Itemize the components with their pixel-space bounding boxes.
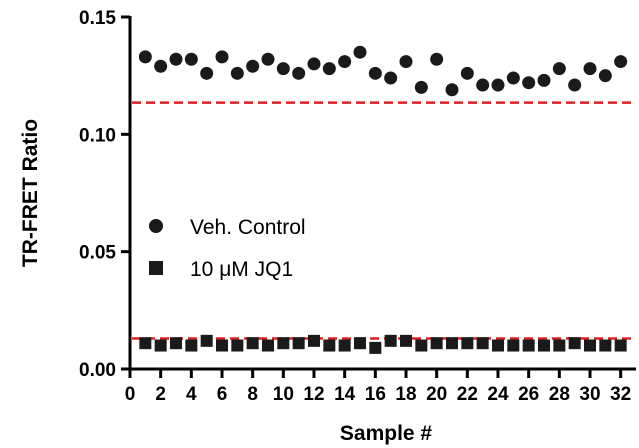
data-point-veh-control	[215, 50, 229, 64]
x-tick-label: 22	[457, 384, 478, 405]
x-tick-label: 26	[518, 384, 539, 405]
data-point-jq1	[170, 337, 182, 350]
data-point-jq1	[584, 339, 596, 352]
data-point-jq1	[461, 337, 474, 350]
data-point-jq1	[292, 337, 305, 350]
data-point-veh-control	[598, 69, 612, 83]
data-point-jq1	[568, 337, 581, 350]
data-point-veh-control	[476, 78, 490, 92]
x-axis-label: Sample #	[340, 422, 433, 445]
data-point-jq1	[507, 339, 520, 352]
y-tick-label: 0.05	[79, 243, 116, 264]
data-point-veh-control	[445, 83, 459, 97]
data-point-veh-control	[460, 66, 474, 80]
data-point-veh-control	[522, 76, 536, 90]
data-point-jq1	[400, 334, 412, 347]
data-point-jq1	[384, 334, 397, 347]
axes	[128, 16, 636, 371]
data-point-jq1	[614, 339, 627, 352]
data-point-jq1	[538, 339, 550, 352]
data-point-veh-control	[292, 66, 306, 80]
y-ticks: 0.00 0.05 0.10 0.15	[79, 8, 130, 381]
x-tick-label: 24	[487, 384, 509, 405]
data-point-veh-control	[614, 55, 628, 69]
data-point-jq1	[354, 337, 366, 350]
legend: Veh. Control 10 μM JQ1	[149, 216, 306, 281]
data-point-jq1	[323, 339, 336, 352]
data-point-veh-control	[368, 66, 382, 80]
data-point-jq1	[553, 339, 566, 352]
reference-lines	[132, 101, 636, 340]
data-point-veh-control	[384, 71, 398, 85]
data-point-veh-control	[230, 66, 244, 80]
x-tick-label: 28	[549, 384, 570, 405]
data-point-veh-control	[430, 52, 444, 66]
data-point-veh-control	[353, 45, 367, 59]
data-point-veh-control	[169, 52, 183, 66]
data-point-jq1	[430, 337, 443, 350]
data-point-jq1	[200, 334, 213, 347]
data-point-veh-control	[200, 66, 214, 80]
data-point-jq1	[369, 341, 382, 354]
data-point-veh-control	[276, 62, 290, 76]
legend-label-jq1: 10 μM JQ1	[190, 258, 293, 281]
x-tick-label: 8	[247, 384, 258, 405]
data-point-veh-control	[322, 62, 336, 76]
x-tick-label: 4	[186, 384, 197, 405]
data-point-jq1	[154, 339, 167, 352]
data-point-jq1	[185, 339, 198, 352]
data-point-jq1	[277, 337, 290, 350]
data-point-jq1	[492, 339, 504, 352]
x-tick-label: 10	[273, 384, 294, 405]
data-point-jq1	[139, 337, 152, 350]
legend-marker-veh-control	[149, 219, 163, 233]
data-point-jq1	[246, 337, 259, 350]
data-point-jq1	[262, 339, 274, 352]
x-tick-label: 0	[125, 384, 136, 405]
data-point-veh-control	[261, 52, 275, 66]
x-tick-label: 16	[365, 384, 386, 405]
x-tick-label: 12	[303, 384, 324, 405]
data-point-jq1	[415, 339, 428, 352]
data-point-jq1	[216, 339, 228, 352]
data-point-jq1	[599, 339, 612, 352]
data-point-veh-control	[552, 62, 566, 76]
x-ticks: 0 2 4 6 8 10 12 14 16 18 20 22 24 26 28 30 32	[125, 369, 631, 405]
x-tick-label: 32	[610, 384, 631, 405]
data-point-veh-control	[138, 50, 152, 64]
data-point-veh-control	[491, 78, 505, 92]
data-point-veh-control	[583, 62, 597, 76]
x-tick-label: 18	[395, 384, 416, 405]
data-point-jq1	[476, 337, 489, 350]
data-point-jq1	[446, 337, 458, 350]
y-tick-label: 0.10	[79, 125, 116, 146]
data-point-veh-control	[399, 55, 413, 69]
x-tick-label: 30	[579, 384, 600, 405]
legend-label-veh-control: Veh. Control	[190, 216, 306, 239]
y-axis-label: TR-FRET Ratio	[19, 119, 42, 267]
data-point-veh-control	[414, 80, 428, 94]
x-tick-label: 6	[217, 384, 228, 405]
data-point-veh-control	[184, 52, 198, 66]
legend-marker-jq1	[149, 261, 163, 275]
y-tick-label: 0.00	[79, 360, 116, 381]
data-point-jq1	[231, 339, 244, 352]
data-point-veh-control	[246, 59, 260, 73]
data-point-veh-control	[506, 71, 520, 85]
x-tick-label: 20	[426, 384, 447, 405]
x-tick-label: 2	[155, 384, 166, 405]
data-point-veh-control	[338, 55, 352, 69]
data-point-veh-control	[307, 57, 321, 71]
x-tick-label: 14	[334, 384, 356, 405]
data-point-veh-control	[537, 73, 551, 87]
data-points	[138, 45, 628, 354]
data-point-veh-control	[568, 78, 582, 92]
data-point-jq1	[308, 334, 320, 347]
data-point-veh-control	[154, 59, 168, 73]
data-point-jq1	[338, 339, 351, 352]
data-point-jq1	[522, 339, 535, 352]
y-tick-label: 0.15	[79, 8, 116, 29]
